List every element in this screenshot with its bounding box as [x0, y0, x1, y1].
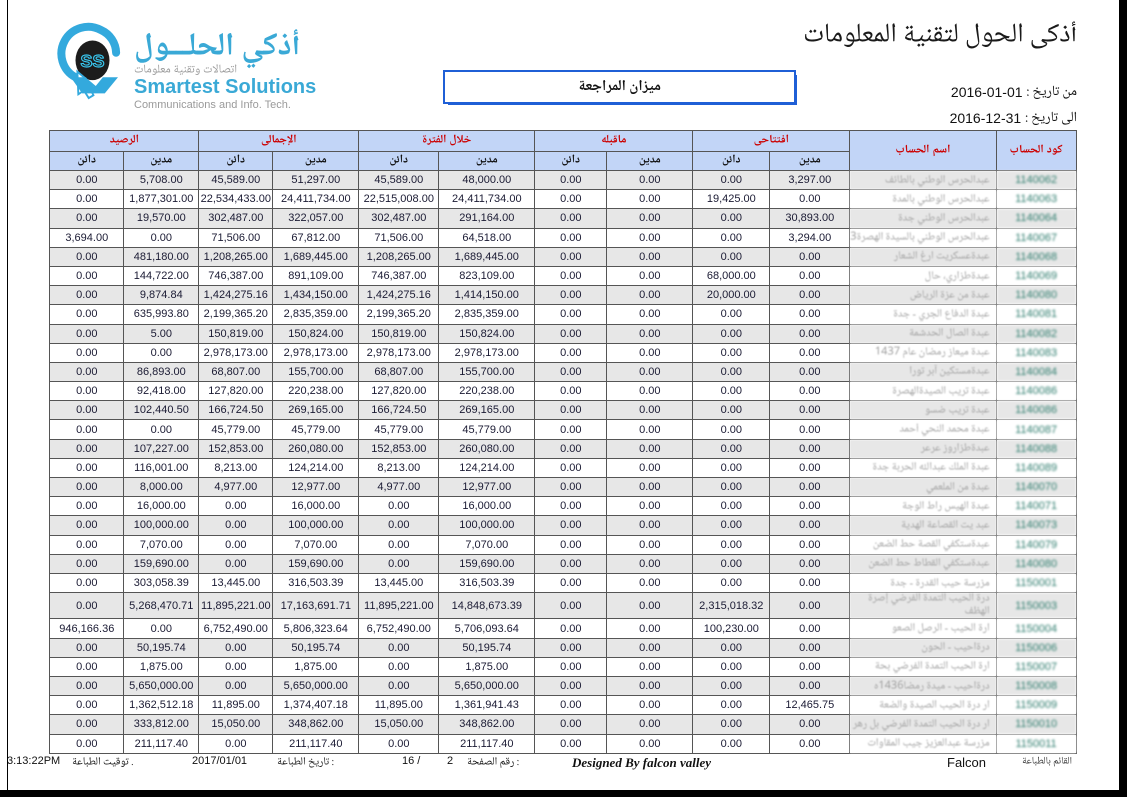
- svg-text:SS: SS: [81, 51, 105, 71]
